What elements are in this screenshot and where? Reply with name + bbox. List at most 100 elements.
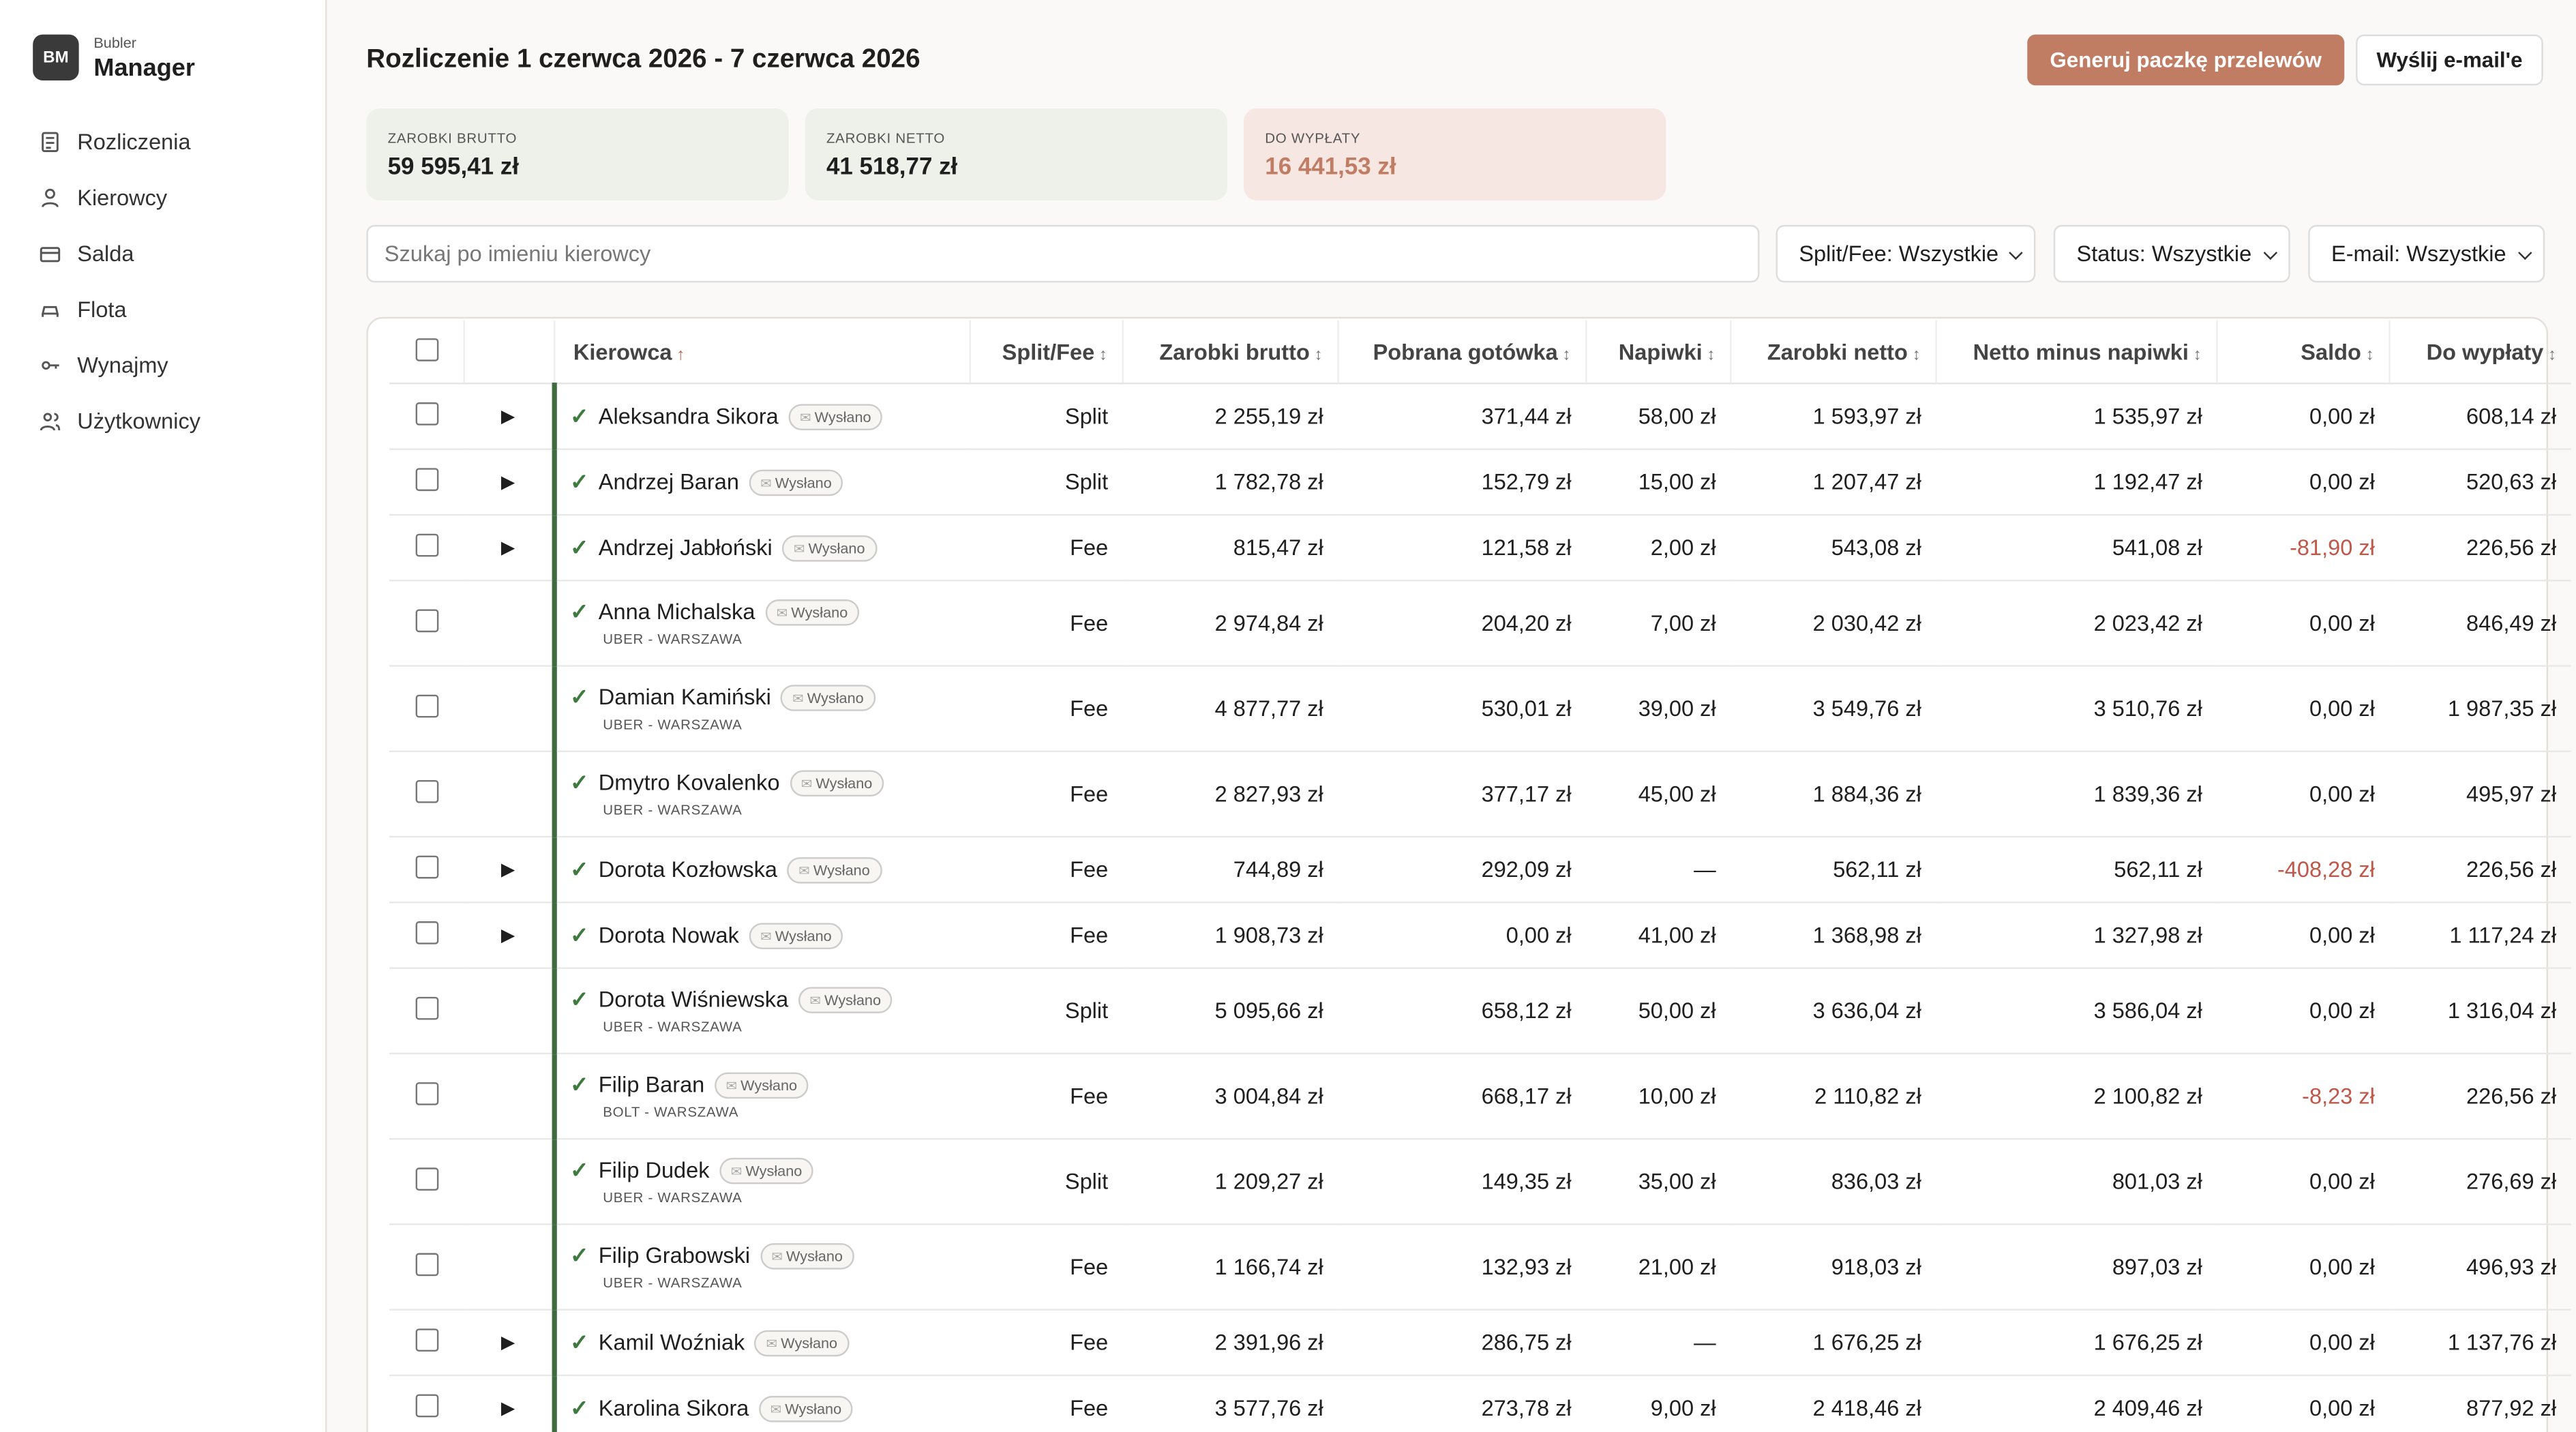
driver-platform: UBER - WARSZAWA	[603, 716, 743, 733]
value-cell: 897,03 zł	[1936, 1224, 2217, 1311]
value-cell: 50,00 zł	[1586, 968, 1731, 1055]
status-badge: Wysłano	[782, 534, 877, 561]
checkbox[interactable]	[415, 533, 438, 557]
column-header[interactable]: Kierowca	[553, 320, 970, 385]
filter-select[interactable]: Split/Fee: Wszystkie	[1776, 224, 2036, 283]
table-row: ✓Filip DudekWysłanoUBER - WARSZAWASplit1…	[389, 1139, 2571, 1225]
status-badge: Wysłano	[781, 685, 875, 711]
driver-cell: ✓ Dorota Nowak Wysłano	[552, 902, 970, 969]
column-header[interactable]: Zarobki netto	[1730, 320, 1936, 385]
nav-icon	[42, 131, 59, 151]
driver-name: Anna Michalska	[598, 599, 755, 625]
value-cell: 2,00 zł	[1586, 515, 1731, 582]
value-cell: 1 839,36 zł	[1936, 751, 2217, 838]
nav-label: Rozliczenia	[77, 129, 191, 154]
column-header[interactable]: Saldo	[2216, 320, 2390, 385]
checkbox-cell	[389, 1139, 464, 1225]
filter-select[interactable]: Status: Wszystkie	[2053, 224, 2290, 283]
nav-icon	[42, 188, 59, 207]
checkbox[interactable]	[415, 921, 438, 944]
value-cell: 541,08 zł	[1936, 515, 2217, 582]
email-button[interactable]: Wyślij e-mail'e	[2356, 34, 2543, 86]
stat-label: ZAROBKI NETTO	[826, 130, 945, 147]
value-cell: 286,75 zł	[1338, 1309, 1587, 1377]
search-input[interactable]: Szukaj po imieniu kierowcy	[366, 224, 1760, 283]
value-cell: 377,17 zł	[1338, 751, 1587, 838]
value-cell: 0,00 zł	[2217, 449, 2390, 516]
value-cell: 4 877,77 zł	[1122, 666, 1338, 753]
checkbox[interactable]	[415, 694, 438, 718]
value-cell: Fee	[970, 1375, 1123, 1432]
checkbox[interactable]	[415, 996, 438, 1020]
status-badge: Wysłano	[749, 468, 843, 496]
expand-arrow[interactable]: ▶	[500, 860, 515, 880]
expand-arrow[interactable]: ▶	[500, 1333, 515, 1354]
checkbox[interactable]	[415, 337, 438, 361]
nav-item[interactable]: Użytkownicy	[40, 404, 200, 436]
nav-label: Kierowcy	[77, 184, 168, 210]
stat-card: DO WYPŁATY 16 441,53 zł	[1243, 108, 1666, 200]
checkbox[interactable]	[415, 468, 438, 492]
value-cell: 0,00 zł	[2217, 580, 2390, 667]
value-cell: 815,47 zł	[1122, 515, 1338, 582]
value-cell: Fee	[970, 1309, 1123, 1377]
value-cell: 496,93 zł	[2389, 1224, 2571, 1311]
checkbox[interactable]	[415, 402, 438, 426]
nav-item[interactable]: Kierowcy	[40, 181, 167, 213]
expand-arrow[interactable]: ▶	[500, 538, 515, 558]
value-cell: 3 510,76 zł	[1936, 666, 2217, 753]
value-cell: 1 368,98 zł	[1731, 902, 1936, 969]
value-cell: 658,12 zł	[1338, 968, 1587, 1055]
column-header[interactable]: Napiwki	[1585, 320, 1731, 385]
nav-item[interactable]: Rozliczenia	[40, 125, 191, 158]
column-header[interactable]: Split/Fee	[969, 320, 1123, 385]
expand-arrow[interactable]: ▶	[500, 926, 515, 946]
brand-small: Bubler	[93, 34, 137, 51]
value-cell: 41,00 zł	[1586, 902, 1731, 969]
generate-button[interactable]: Generuj paczkę przelewów	[2027, 34, 2345, 86]
value-cell: Fee	[970, 515, 1123, 582]
status-badge: Wysłano	[714, 1072, 809, 1099]
expand-cell	[464, 580, 555, 667]
logo: BM	[33, 34, 79, 81]
column-header[interactable]: Pobrana gotówka	[1337, 320, 1587, 385]
expand-cell: ▶	[464, 1309, 555, 1377]
stat-label: DO WYPŁATY	[1265, 130, 1361, 147]
checkbox[interactable]	[415, 1167, 438, 1191]
value-cell: 744,89 zł	[1122, 837, 1338, 904]
expand-arrow[interactable]: ▶	[500, 473, 515, 493]
nav-item[interactable]: Wynajmy	[40, 348, 168, 381]
checkbox[interactable]	[415, 1082, 438, 1105]
driver-cell: ✓ Andrzej Jabłoński Wysłano	[552, 515, 970, 582]
checkbox[interactable]	[415, 779, 438, 803]
nav-item[interactable]: Salda	[40, 237, 134, 269]
expand-arrow[interactable]: ▶	[500, 1399, 515, 1419]
value-cell: 1 987,35 zł	[2389, 666, 2571, 753]
driver-cell: ✓ Damian Kamiński Wysłano UBER - WARSZAWA	[552, 666, 970, 753]
checkbox[interactable]	[415, 1328, 438, 1352]
checkbox[interactable]	[415, 1394, 438, 1418]
status-check: ✓	[570, 1157, 589, 1182]
value-cell: 273,78 zł	[1338, 1375, 1587, 1432]
filter-select[interactable]: E-mail: Wszystkie	[2308, 224, 2545, 283]
value-cell: Fee	[970, 1224, 1123, 1311]
table-row: ▶✓Dorota NowakWysłanoFee1 908,73 zł0,00 …	[389, 902, 2571, 969]
nav-icon	[40, 246, 61, 262]
nav-item[interactable]: Flota	[40, 293, 127, 325]
checkbox[interactable]	[415, 609, 438, 633]
value-cell: 0,00 zł	[2217, 1224, 2390, 1311]
value-cell: 2 030,42 zł	[1731, 580, 1936, 667]
column-header[interactable]: Netto minus napiwki	[1935, 320, 2217, 385]
checkbox[interactable]	[415, 855, 438, 879]
status-check: ✓	[570, 1243, 589, 1268]
value-cell: 1 676,25 zł	[1936, 1309, 2217, 1377]
value-cell: 2 100,82 zł	[1936, 1053, 2217, 1140]
column-header[interactable]: Zarobki brutto	[1122, 320, 1338, 385]
checkbox[interactable]	[415, 1253, 438, 1277]
driver-platform: UBER - WARSZAWA	[603, 1274, 743, 1291]
value-cell: 2 110,82 zł	[1731, 1053, 1936, 1140]
column-header[interactable]: Do wypłaty	[2388, 320, 2571, 385]
expand-arrow[interactable]: ▶	[500, 407, 515, 428]
